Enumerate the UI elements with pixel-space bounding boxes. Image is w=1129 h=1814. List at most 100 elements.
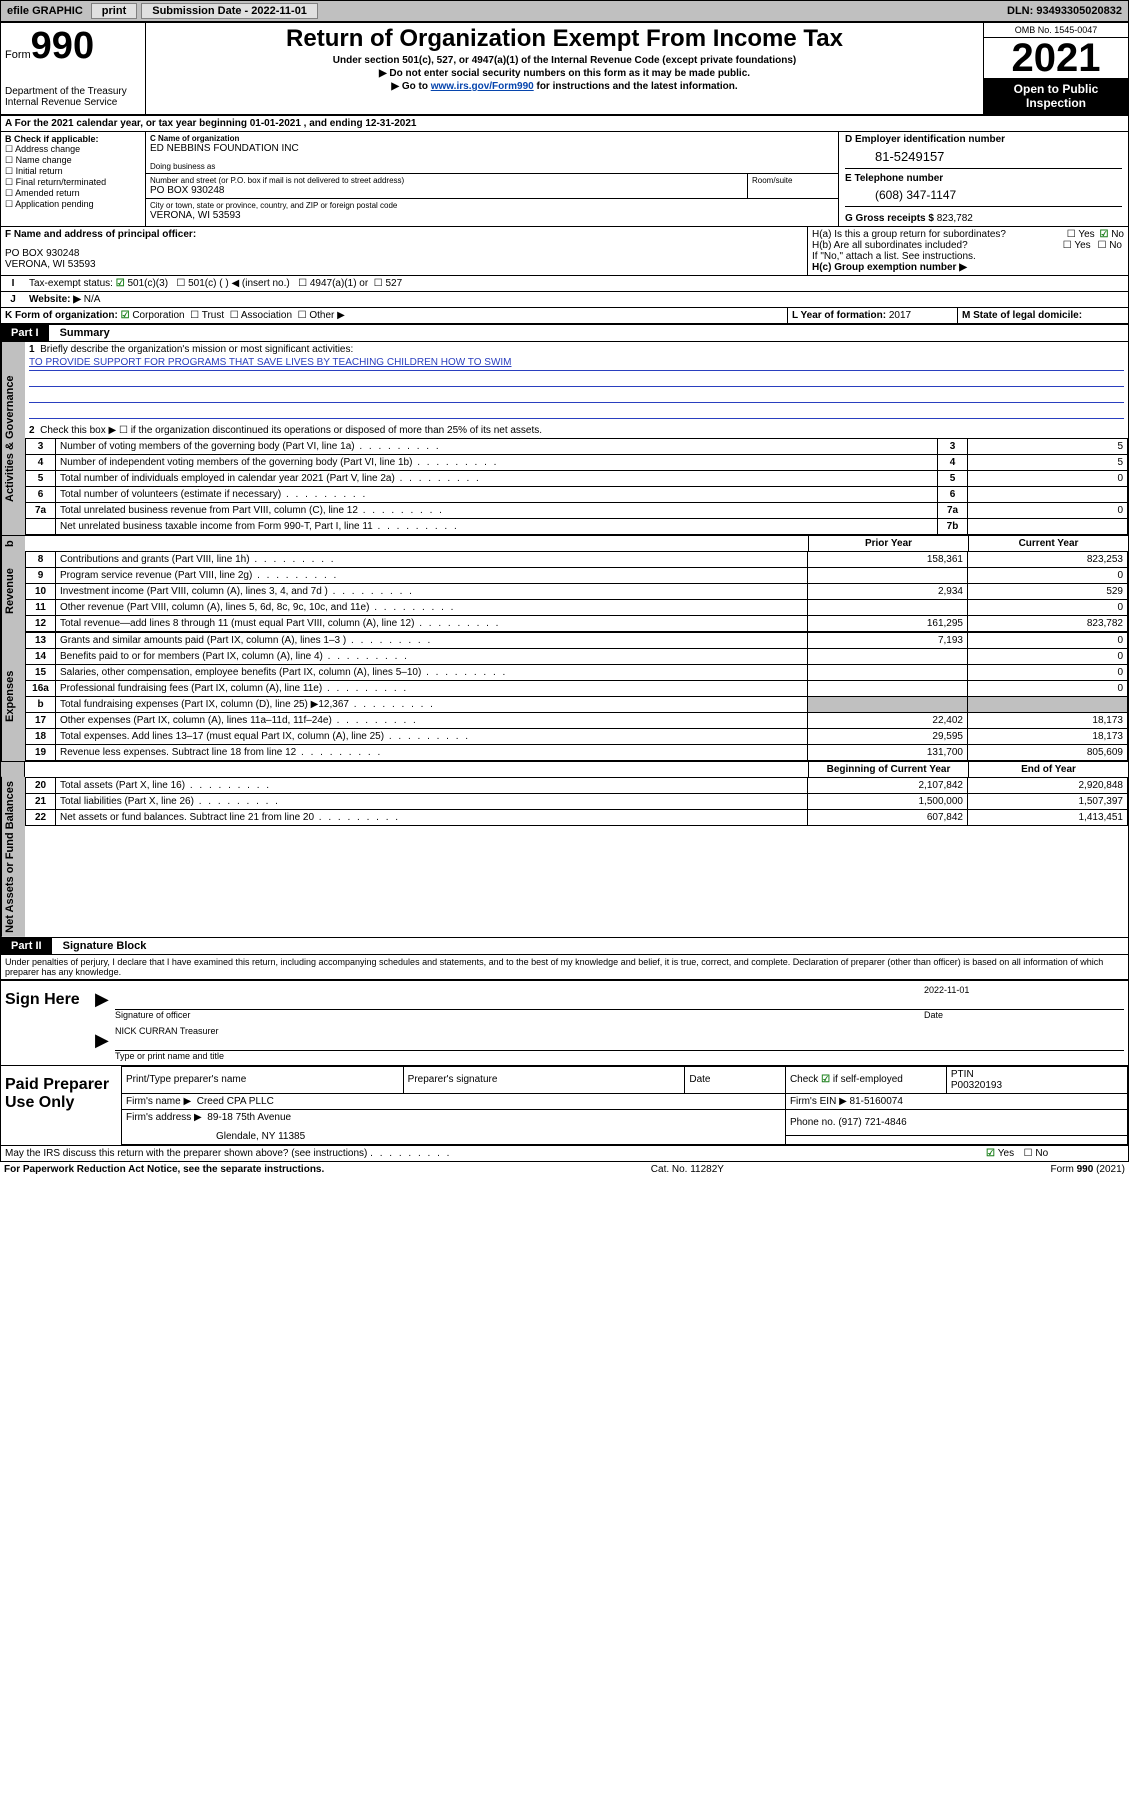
section-klm: K Form of organization: Corporation Trus…	[1, 308, 1128, 324]
ha-no[interactable]: No	[1099, 229, 1124, 240]
ha-yes[interactable]: Yes	[1067, 229, 1095, 240]
firm-phone: (917) 721-4846	[838, 1117, 906, 1128]
m-label: M State of legal domicile:	[962, 310, 1082, 321]
discuss-no[interactable]: No	[1024, 1148, 1049, 1159]
table-row: Firm's name ▶ Creed CPA PLLC Firm's EIN …	[122, 1093, 1128, 1109]
cb-4947[interactable]: 4947(a)(1) or	[298, 278, 368, 289]
table-row: 5Total number of individuals employed in…	[26, 471, 1128, 487]
cb-final-return[interactable]: Final return/terminated	[5, 177, 141, 188]
open-public-inspection: Open to Public Inspection	[984, 78, 1128, 114]
sig-date-label: Date	[924, 1010, 1124, 1020]
hb-yesno: Yes No	[1061, 240, 1124, 251]
check-self-label: Check	[790, 1074, 818, 1085]
table-row: 17Other expenses (Part IX, column (A), l…	[26, 713, 1128, 729]
table-row: 10Investment income (Part VIII, column (…	[26, 584, 1128, 600]
gov-table: 3Number of voting members of the governi…	[25, 438, 1128, 535]
rev-table: 8Contributions and grants (Part VIII, li…	[25, 551, 1128, 632]
cb-self-employed[interactable]	[821, 1074, 833, 1085]
hb-no[interactable]: No	[1097, 240, 1122, 251]
gov-section: Activities & Governance 1 Briefly descri…	[1, 342, 1128, 535]
cb-initial-return[interactable]: Initial return	[5, 166, 141, 177]
q1-text: Briefly describe the organization's miss…	[40, 344, 353, 355]
firm-name: Creed CPA PLLC	[197, 1096, 274, 1107]
perjury-declaration: Under penalties of perjury, I declare th…	[1, 955, 1128, 979]
discuss-yes[interactable]: Yes	[986, 1148, 1014, 1159]
org-name: ED NEBBINS FOUNDATION INC	[150, 143, 834, 154]
vtab-expenses: Expenses	[1, 632, 25, 761]
preparer-date-label: Date	[685, 1066, 786, 1093]
table-row: 3Number of voting members of the governi…	[26, 439, 1128, 455]
form-title: Return of Organization Exempt From Incom…	[150, 25, 979, 53]
footer-left: For Paperwork Reduction Act Notice, see …	[4, 1164, 324, 1175]
firm-ein-label: Firm's EIN ▶	[790, 1096, 847, 1107]
firm-phone-label: Phone no.	[790, 1117, 836, 1128]
irs-label: Internal Revenue Service	[5, 97, 141, 108]
part-i-badge: Part I	[1, 325, 49, 341]
self-emp-label: if self-employed	[833, 1074, 903, 1085]
website-value: N/A	[84, 294, 101, 305]
cb-other[interactable]: Other ▶	[298, 310, 345, 321]
sign-here-block: Sign Here 2022-11-01 Signature of office…	[1, 979, 1128, 1065]
mission-text: TO PROVIDE SUPPORT FOR PROGRAMS THAT SAV…	[29, 357, 512, 368]
header-right: OMB No. 1545-0047 2021 Open to Public In…	[983, 23, 1128, 114]
cb-address-change[interactable]: Address change	[5, 144, 141, 155]
table-row: 22Net assets or fund balances. Subtract …	[26, 810, 1128, 826]
sig-officer-label: Signature of officer	[115, 1010, 924, 1020]
footer-mid: Cat. No. 11282Y	[651, 1164, 724, 1175]
cb-name-change[interactable]: Name change	[5, 155, 141, 166]
table-row: 14Benefits paid to or for members (Part …	[26, 649, 1128, 665]
cb-amended-return[interactable]: Amended return	[5, 188, 141, 199]
section-b-checks: B Check if applicable: Address change Na…	[1, 132, 146, 226]
section-f: F Name and address of principal officer:…	[1, 227, 808, 275]
print-button[interactable]: print	[91, 3, 137, 19]
hdr-current: Current Year	[968, 536, 1128, 551]
cb-application-pending[interactable]: Application pending	[5, 199, 141, 210]
identity-block: B Check if applicable: Address change Na…	[1, 132, 1128, 227]
hb-yes[interactable]: Yes	[1063, 240, 1091, 251]
form-number: 990	[31, 25, 94, 67]
phone-value: (608) 347-1147	[845, 184, 1122, 206]
hb-label: H(b) Are all subordinates included?	[812, 240, 1061, 251]
vtab-governance: Activities & Governance	[1, 342, 25, 535]
cb-501c[interactable]: 501(c) ( ) ◀ (insert no.)	[176, 278, 289, 289]
cb-trust[interactable]: Trust	[190, 310, 224, 321]
org-name-label: C Name of organization	[150, 134, 834, 143]
table-row: 9Program service revenue (Part VIII, lin…	[26, 568, 1128, 584]
firm-addr-label: Firm's address ▶	[126, 1112, 202, 1123]
efile-label: efile GRAPHIC	[1, 5, 89, 17]
hdr-prior: Prior Year	[808, 536, 968, 551]
form990-link[interactable]: www.irs.gov/Form990	[431, 81, 534, 92]
table-row: Net unrelated business taxable income fr…	[26, 519, 1128, 535]
cb-501c3[interactable]: 501(c)(3)	[116, 278, 168, 289]
ptin-label: PTIN	[951, 1069, 1123, 1080]
table-row: 11Other revenue (Part VIII, column (A), …	[26, 600, 1128, 616]
year-formation: 2017	[889, 310, 911, 321]
hdr-begin: Beginning of Current Year	[808, 762, 968, 777]
footer-right: Form 990 (2021)	[1051, 1164, 1125, 1175]
table-row: 18Total expenses. Add lines 13–17 (must …	[26, 729, 1128, 745]
net-header-row: Beginning of Current Year End of Year	[1, 761, 1128, 777]
f-label: F Name and address of principal officer:	[5, 229, 803, 240]
subtitle-1: Under section 501(c), 527, or 4947(a)(1)…	[150, 55, 979, 66]
period-text: For the 2021 calendar year, or tax year …	[15, 118, 417, 129]
table-row: 12Total revenue—add lines 8 through 11 (…	[26, 616, 1128, 632]
form-990: Form990 Department of the Treasury Inter…	[0, 22, 1129, 1162]
table-row: 20Total assets (Part X, line 16)2,107,84…	[26, 778, 1128, 794]
ein-label: D Employer identification number	[845, 134, 1122, 145]
page-footer: For Paperwork Reduction Act Notice, see …	[0, 1162, 1129, 1177]
b-label: B Check if applicable:	[5, 134, 141, 144]
table-row: 15Salaries, other compensation, employee…	[26, 665, 1128, 681]
cb-527[interactable]: 527	[374, 278, 402, 289]
i-label: Tax-exempt status:	[29, 278, 113, 289]
cb-corporation[interactable]: Corporation	[121, 310, 185, 321]
submission-date-button[interactable]: Submission Date - 2022-11-01	[141, 3, 318, 19]
hdr-end: End of Year	[968, 762, 1128, 777]
table-row: 13Grants and similar amounts paid (Part …	[26, 633, 1128, 649]
vtab-spacer: b	[1, 536, 25, 551]
cb-association[interactable]: Association	[230, 310, 292, 321]
firm-ein: 81-5160074	[850, 1096, 903, 1107]
table-row: 21Total liabilities (Part X, line 26)1,5…	[26, 794, 1128, 810]
ein-value: 81-5249157	[845, 145, 1122, 168]
table-row: Print/Type preparer's name Preparer's si…	[122, 1066, 1128, 1093]
header-mid: Return of Organization Exempt From Incom…	[146, 23, 983, 114]
